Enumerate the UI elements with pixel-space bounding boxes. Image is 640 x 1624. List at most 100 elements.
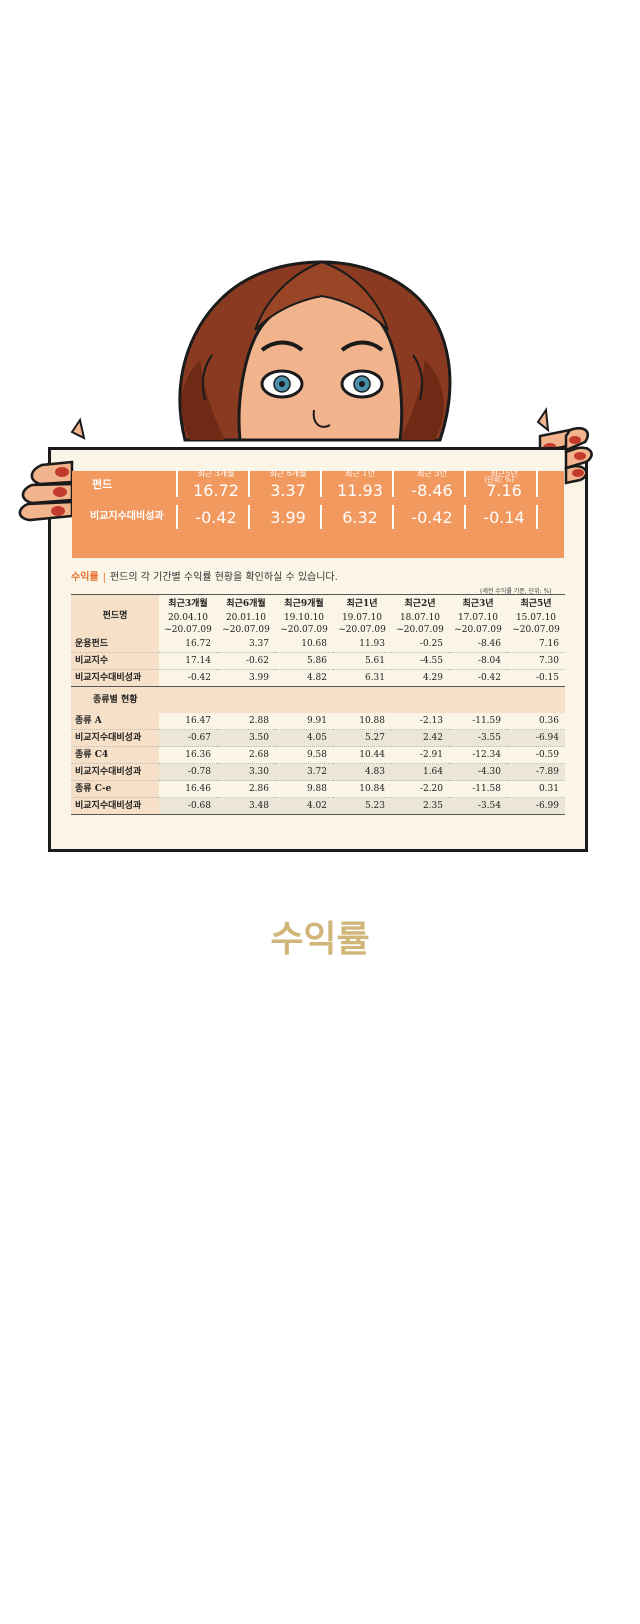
period-header: 최근3년 — [462, 598, 494, 609]
return-value: -0.68 — [159, 797, 217, 815]
return-value: 0.36 — [507, 713, 565, 730]
return-value: -2.91 — [391, 746, 449, 764]
return-value: 3.37 — [217, 636, 275, 653]
page-title: 수익률 — [270, 919, 370, 960]
summary-excess-value: 3.99 — [270, 508, 306, 527]
return-value: 4.82 — [275, 669, 333, 687]
return-value: 3.48 — [217, 797, 275, 815]
period-header: 최근3개월 — [168, 598, 208, 609]
summary-excess-value: -0.42 — [411, 508, 453, 527]
table-row: 종류 C-e 16.46 2.86 9.88 10.84 -2.20 -11.58 0.31 — [71, 780, 565, 798]
summary-unit: (단위: %) — [484, 476, 514, 484]
summary-excess-value: 6.32 — [342, 508, 378, 527]
period-header: 최근1년 — [346, 598, 378, 609]
table-row: 종류 C4 16.36 2.68 9.58 10.44 -2.91 -12.34 -0.59 — [71, 746, 565, 764]
return-value: 16.36 — [159, 746, 217, 764]
row-label: 종류 A — [71, 713, 159, 730]
row-label: 운용펀드 — [71, 636, 159, 653]
return-value: 0.31 — [507, 780, 565, 798]
return-value: 9.58 — [275, 746, 333, 764]
summary-panel: (단위: %) 펀드 비교지수대비성과 최근 3개월 최근 6개월 최근 1년 … — [72, 467, 564, 558]
row-label: 비교지수대비성과 — [71, 669, 159, 687]
period-header: 최근6개월 — [226, 598, 266, 609]
return-value: -4.30 — [449, 763, 507, 781]
table-basis-note: (세전 수익률 기준, 단위: %) — [480, 588, 552, 595]
date-range: 18.07.10 ~20.07.09 — [396, 613, 444, 635]
return-value: 16.46 — [159, 780, 217, 798]
date-range: 15.07.10 ~20.07.09 — [512, 613, 560, 635]
return-value: -12.34 — [449, 746, 507, 764]
row-label: 종류 C4 — [71, 746, 159, 764]
row-label: 비교지수대비성과 — [71, 729, 159, 747]
summary-fund-value: 11.93 — [337, 481, 383, 500]
return-value: -6.99 — [507, 797, 565, 815]
period-header: 최근2년 — [404, 598, 436, 609]
return-value: -2.13 — [391, 713, 449, 730]
return-value: 2.68 — [217, 746, 275, 764]
return-value: 7.16 — [507, 636, 565, 653]
table-row: 비교지수대비성과 -0.42 3.99 4.82 6.31 4.29 -0.42 -0.15 — [71, 669, 565, 687]
return-value: 10.44 — [333, 746, 391, 764]
summary-excess-value: -0.14 — [483, 508, 525, 527]
return-value: -0.78 — [159, 763, 217, 781]
return-value: 4.02 — [275, 797, 333, 815]
return-value: 10.68 — [275, 636, 333, 653]
return-value: 4.83 — [333, 763, 391, 781]
return-value: -7.89 — [507, 763, 565, 781]
face-illustration — [237, 260, 404, 442]
summary-fund-value: 3.37 — [270, 481, 306, 500]
date-range: 19.10.10 ~20.07.09 — [280, 613, 328, 635]
return-value: -11.58 — [449, 780, 507, 798]
return-value: -0.62 — [217, 652, 275, 670]
table-row: 비교지수 17.14 -0.62 5.86 5.61 -4.55 -8.04 7.30 — [71, 652, 565, 670]
return-value: -11.59 — [449, 713, 507, 730]
intro-accent: 수익률 — [71, 572, 99, 583]
row-label: 종류 C-e — [71, 780, 159, 798]
return-value: 5.61 — [333, 652, 391, 670]
return-value: 2.35 — [391, 797, 449, 815]
fund-name-header: 펀드명 — [71, 594, 159, 636]
intro-divider: | — [102, 572, 106, 583]
date-range: 20.04.10 ~20.07.09 — [164, 613, 212, 635]
return-value: 7.30 — [507, 652, 565, 670]
return-value: -0.42 — [449, 669, 507, 687]
return-value: 3.30 — [217, 763, 275, 781]
return-value: 2.88 — [217, 713, 275, 730]
table-row: 비교지수대비성과 -0.67 3.50 4.05 5.27 2.42 -3.55 -6.94 — [71, 729, 565, 747]
summary-fund-value: 16.72 — [193, 481, 239, 500]
summary-row-label-excess: 비교지수대비성과 — [90, 511, 164, 522]
return-value: 3.72 — [275, 763, 333, 781]
return-value: 5.23 — [333, 797, 391, 815]
return-value: 3.50 — [217, 729, 275, 747]
return-value: 2.86 — [217, 780, 275, 798]
row-label: 비교지수대비성과 — [71, 797, 159, 815]
summary-row-label-fund: 펀드 — [92, 478, 113, 491]
section-title: 종류별 현황 — [71, 686, 565, 713]
return-value: 5.86 — [275, 652, 333, 670]
return-value: -3.55 — [449, 729, 507, 747]
row-label: 비교지수 — [71, 652, 159, 670]
table-row: 비교지수대비성과 -0.78 3.30 3.72 4.83 1.64 -4.30 -7.89 — [71, 763, 565, 781]
returns-table: 펀드명 최근3개월 최근6개월 최근9개월 최근1년 최근2년 최근3년 최근5… — [71, 594, 565, 815]
return-value: 9.91 — [275, 713, 333, 730]
return-value: 10.88 — [333, 713, 391, 730]
return-value: 4.29 — [391, 669, 449, 687]
date-range: 20.01.10 ~20.07.09 — [222, 613, 270, 635]
summary-period-header: 최근 3개월 — [197, 469, 235, 478]
hands-overlay-illustration — [18, 427, 593, 522]
return-value: -0.15 — [507, 669, 565, 687]
return-value: 9.88 — [275, 780, 333, 798]
table-row: 비교지수대비성과 -0.68 3.48 4.02 5.23 2.35 -3.54 -6.99 — [71, 797, 565, 815]
return-value: 3.99 — [217, 669, 275, 687]
summary-excess-value: -0.42 — [195, 508, 237, 527]
summary-period-header: 최근5년 — [490, 469, 518, 478]
period-header: 최근5년 — [520, 598, 552, 609]
summary-fund-value: 7.16 — [486, 481, 522, 500]
return-value: 5.27 — [333, 729, 391, 747]
table-row: 종류 A 16.47 2.88 9.91 10.88 -2.13 -11.59 0.36 — [71, 713, 565, 730]
return-value: 11.93 — [333, 636, 391, 653]
date-range-row: 20.04.10 ~20.07.09 20.01.10 ~20.07.09 19.1… — [71, 612, 565, 636]
return-value: -2.20 — [391, 780, 449, 798]
return-value: -3.54 — [449, 797, 507, 815]
return-value: 10.84 — [333, 780, 391, 798]
